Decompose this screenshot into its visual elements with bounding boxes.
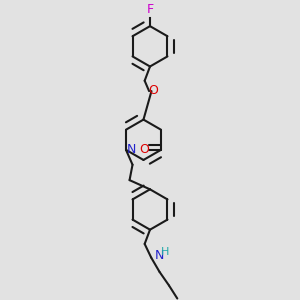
Text: N: N <box>127 143 136 156</box>
Text: O: O <box>148 84 158 97</box>
Text: H: H <box>161 247 170 257</box>
Text: F: F <box>146 3 154 16</box>
Text: O: O <box>140 143 149 156</box>
Text: N: N <box>155 249 164 262</box>
